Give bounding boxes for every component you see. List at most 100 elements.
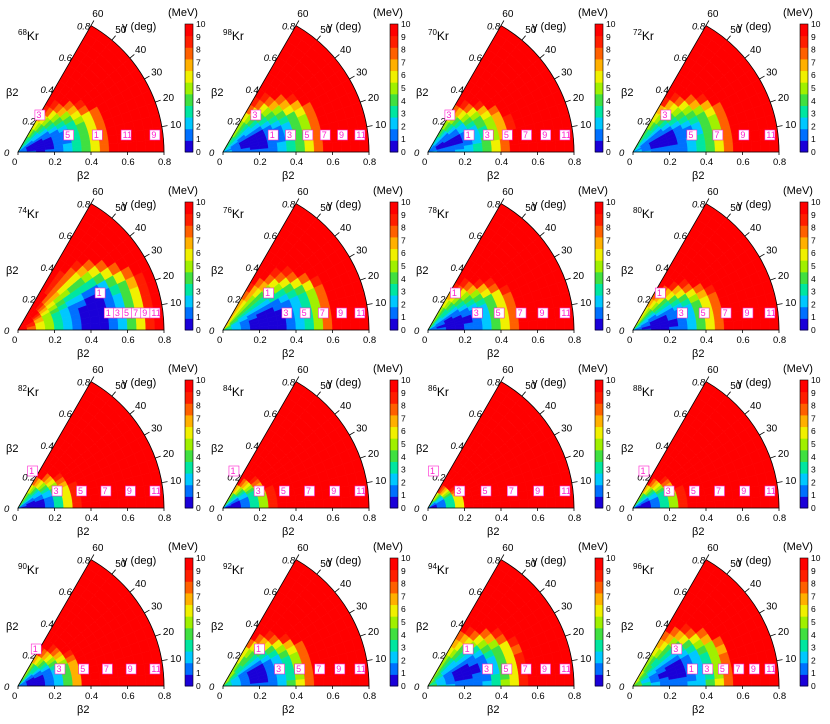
- colorbar-tick-label: 5: [811, 261, 816, 271]
- colorbar-tick-label: 6: [606, 426, 611, 436]
- colorbar-tick-label: 8: [196, 45, 201, 55]
- colorbar-segment: [800, 82, 808, 95]
- angle-tick: [144, 609, 150, 614]
- contour-label: 11: [764, 663, 776, 675]
- colorbar-segment: [595, 403, 603, 416]
- colorbar-segment: [800, 105, 808, 118]
- contour-label: 5: [279, 485, 290, 497]
- energy-cell: [359, 673, 370, 687]
- angle-tick-label: 30: [356, 246, 368, 257]
- contour-label: 3: [471, 307, 483, 319]
- pes-panel: 10 20 30 40 50 60 γ (deg) 0 0.2 0.4 0.6 0.8 0 0.2 0.4 0…: [4, 538, 209, 716]
- colorbar-tick-label: 9: [401, 32, 406, 42]
- colorbar-tick-label: 9: [196, 32, 201, 42]
- angle-tick-label: 50: [320, 381, 332, 392]
- colorbar-segment: [800, 592, 808, 606]
- gamma-axis-label: γ (deg): [122, 377, 156, 389]
- x-tick-label: 0.4: [700, 157, 713, 168]
- contour-label-text: 7: [735, 664, 740, 674]
- angle-tick-label: 20: [163, 93, 175, 104]
- contour-label-text: 1: [452, 288, 457, 298]
- x-tick-label: 0.4: [290, 157, 303, 168]
- colorbar-segment: [185, 426, 193, 439]
- colorbar-segment: [185, 248, 193, 261]
- angle-tick: [129, 54, 135, 59]
- energy-cell: [696, 323, 707, 331]
- colorbar-title: (MeV): [373, 185, 403, 197]
- mass-number: 90: [18, 562, 27, 571]
- colorbar-segment: [185, 306, 193, 319]
- angle-tick: [726, 569, 731, 575]
- angle-tick: [571, 659, 578, 662]
- radial-tick-label: 0.4: [656, 441, 669, 452]
- element-symbol: Kr: [437, 563, 449, 577]
- radial-tick-label: 0.4: [246, 85, 259, 96]
- contour-label: 1: [463, 129, 475, 141]
- contour-label-text: 3: [662, 110, 667, 120]
- element-symbol: Kr: [27, 207, 39, 221]
- nucleus-label: 78Kr: [428, 206, 449, 221]
- colorbar-segment: [390, 128, 398, 141]
- colorbar-segment: [800, 414, 808, 428]
- contour-label: 5: [698, 307, 710, 319]
- radial-axis-label: β2: [211, 265, 223, 277]
- radial-axis-label: β2: [416, 621, 428, 633]
- angle-tick-label: 60: [297, 187, 309, 198]
- nucleus-label: 82Kr: [18, 384, 39, 399]
- colorbar-tick-label: 7: [606, 413, 611, 423]
- colorbar-tick-label: 10: [811, 19, 821, 29]
- contour-label-box: [149, 129, 161, 141]
- x-tick-label: 0.4: [85, 157, 98, 168]
- contour-label-box: [254, 643, 265, 655]
- colorbar-title: (MeV): [783, 185, 813, 197]
- energy-cell: [322, 320, 333, 331]
- colorbar-tick-label: 2: [606, 121, 611, 131]
- element-symbol: Kr: [27, 385, 39, 399]
- angle-tick-label: 20: [368, 627, 380, 638]
- radial-tick-label: 0.4: [656, 619, 669, 630]
- radial-tick-label: 0.6: [264, 53, 278, 64]
- colorbar-segment: [800, 496, 808, 509]
- angle-tick-label: 10: [375, 298, 387, 309]
- element-symbol: Kr: [27, 563, 39, 577]
- colorbar-tick-label: 10: [196, 19, 206, 29]
- contour-label-box: [253, 485, 265, 497]
- contour-label-text: 7: [133, 308, 138, 318]
- contour-label-text: 3: [446, 110, 451, 120]
- contour-label-text: 1: [230, 466, 235, 476]
- energy-cell: [555, 317, 566, 331]
- colorbar-title: (MeV): [168, 185, 198, 197]
- contour-label-text: 5: [720, 664, 725, 674]
- energy-cell: [696, 501, 707, 509]
- contour-label-box: [304, 485, 315, 497]
- x-axis-label: β2: [692, 704, 704, 716]
- contour-label-box: [749, 663, 760, 675]
- colorbar-segment: [185, 438, 193, 451]
- colorbar-segment: [390, 202, 398, 215]
- colorbar-segment: [595, 35, 603, 48]
- contour-label: 9: [140, 307, 152, 319]
- colorbar-segment: [185, 403, 193, 416]
- x-tick-label: 0.4: [700, 513, 713, 524]
- contour-label-box: [559, 307, 571, 319]
- mass-number: 76: [223, 206, 232, 215]
- angle-tick: [770, 99, 776, 103]
- energy-cell: [134, 129, 146, 142]
- x-tick-label: 0: [627, 691, 632, 702]
- radial-tick-label: 0.6: [469, 231, 483, 242]
- contour-label-text: 9: [751, 664, 756, 674]
- radial-tick-label: 0.6: [59, 587, 73, 598]
- colorbar-segment: [800, 117, 808, 130]
- contour-label-text: 1: [256, 644, 261, 654]
- colorbar-tick-label: 10: [811, 197, 821, 207]
- angle-tick-label: 50: [525, 381, 537, 392]
- colorbar-tick-label: 10: [196, 197, 206, 207]
- angle-tick-label: 40: [545, 579, 557, 590]
- energy-cell: [322, 498, 333, 509]
- contour-label: 1: [267, 129, 279, 141]
- contour-label: 9: [329, 485, 340, 497]
- contour-label-box: [334, 663, 346, 675]
- colorbar-segment: [800, 318, 808, 331]
